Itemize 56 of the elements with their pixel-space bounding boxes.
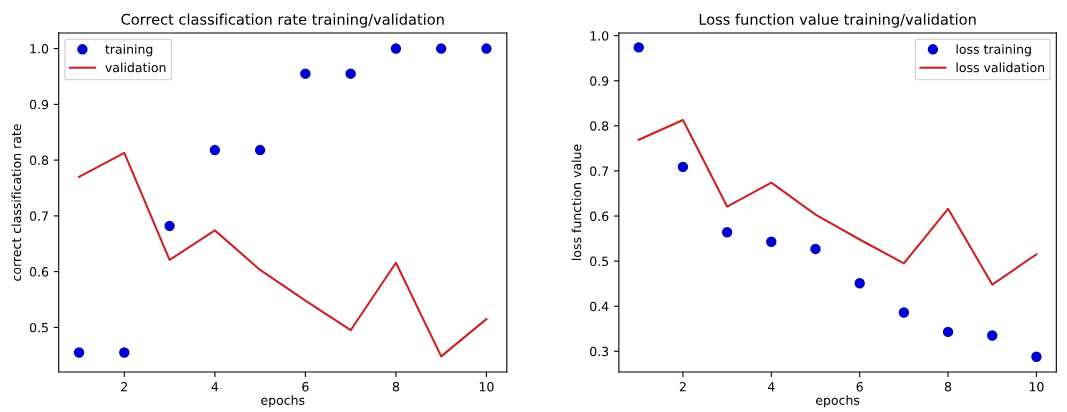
point — [633, 42, 644, 53]
point — [810, 243, 821, 255]
point — [1031, 351, 1042, 362]
y-tick-label: 0.9 — [590, 76, 609, 86]
y-tick-label: 0.8 — [590, 121, 609, 131]
line-series — [637, 118, 1038, 286]
point — [300, 68, 311, 79]
point — [677, 161, 689, 173]
chart-title: Loss function value training/validation — [699, 13, 976, 28]
y-axis-title: correct classification rate — [11, 124, 22, 281]
point — [942, 326, 954, 338]
point — [345, 68, 356, 79]
legend-label: loss training — [956, 44, 1031, 57]
x-tick-label: 4 — [211, 382, 219, 392]
y-tick-label: 0.8 — [29, 155, 49, 166]
y-tick-label: 1.0 — [590, 31, 609, 41]
y-tick-label: 0.6 — [29, 267, 49, 277]
x-tick-label: 10 — [479, 381, 494, 392]
legend-label: loss validation — [956, 62, 1045, 73]
point — [898, 307, 910, 318]
point — [73, 347, 85, 358]
x-tick-label: 6 — [302, 381, 309, 392]
legend-label: validation — [105, 62, 166, 73]
y-tick-label: 0.4 — [590, 301, 609, 312]
point — [390, 43, 402, 54]
point — [766, 236, 777, 247]
point — [987, 330, 998, 341]
x-axis-title: epochs — [261, 395, 305, 408]
x-tick-label: 6 — [856, 381, 863, 392]
chart-title: Correct classification rate training/validation — [121, 13, 444, 28]
x-tick-label: 10 — [1029, 381, 1044, 392]
x-tick-label: 8 — [944, 381, 952, 392]
y-axis-title: loss function value — [571, 144, 582, 260]
line-series — [78, 151, 488, 358]
y-tick-label: 0.5 — [590, 256, 609, 267]
point — [481, 43, 492, 54]
x-tick-label: 4 — [767, 382, 775, 392]
y-tick-label: 1.0 — [30, 44, 49, 54]
point — [854, 277, 865, 289]
x-tick-label: 2 — [679, 381, 686, 392]
point — [164, 220, 175, 232]
point — [119, 347, 130, 358]
legend-label: training — [105, 44, 153, 57]
y-tick-label: 0.7 — [29, 211, 48, 221]
x-tick-label: 2 — [121, 381, 128, 392]
y-tick-label: 0.5 — [29, 322, 48, 333]
x-axis-title: epochs — [815, 395, 860, 408]
y-tick-label: 0.7 — [590, 166, 609, 176]
point — [209, 144, 221, 156]
point — [721, 227, 733, 238]
point — [435, 43, 447, 54]
y-tick-label: 0.3 — [590, 346, 609, 357]
y-tick-label: 0.9 — [29, 99, 49, 110]
x-tick-label: 8 — [392, 381, 400, 392]
point — [254, 144, 266, 156]
y-tick-label: 0.6 — [590, 211, 609, 221]
